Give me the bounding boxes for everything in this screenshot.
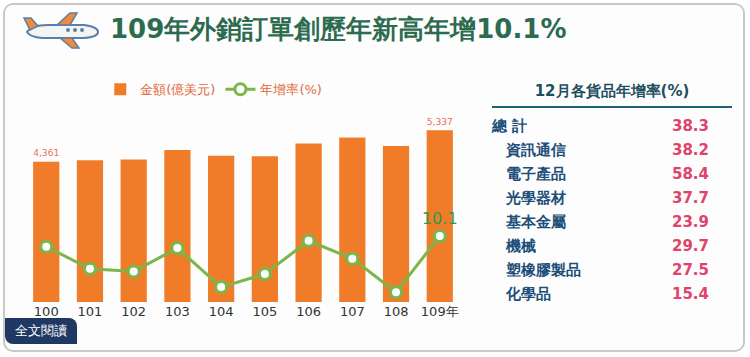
svg-text:108: 108 [384,304,409,319]
html-text:58.4: 58.4 [672,165,709,183]
html-text:全文閱讀: 全文閱讀 [15,323,67,338]
html-text:29.7: 29.7 [672,237,709,255]
svg-text:105: 105 [252,304,277,319]
svg-text:103: 103 [165,304,190,319]
html-text:38.3: 38.3 [672,117,709,135]
svg-text:金額(億美元): 金額(億美元) [140,82,215,97]
svg-text:4,361: 4,361 [33,147,59,158]
svg-text:100: 100 [34,304,59,319]
html-text:光學器材: 光學器材 [506,189,566,207]
html-text:37.7: 37.7 [672,189,709,207]
svg-text:101: 101 [78,304,103,319]
html-text:27.5: 27.5 [672,261,709,279]
svg-text:102: 102 [121,304,146,319]
html-text:15.4: 15.4 [672,285,709,303]
html-text:基本金屬: 基本金屬 [506,213,566,231]
svg-text:5,337: 5,337 [427,116,453,127]
html-text:12月各貨品年增率(%): 12月各貨品年增率(%) [534,82,690,100]
html-text:109年外銷訂單創歷年新高年增10.1%: 109年外銷訂單創歷年新高年增10.1% [110,14,567,44]
svg-text:109年: 109年 [421,304,459,319]
svg-text:104: 104 [209,304,234,319]
html-text:23.9: 23.9 [672,213,709,231]
html-text:38.2: 38.2 [672,141,709,159]
html-text:化學品: 化學品 [506,285,551,303]
html-text:總 計: 總 計 [492,117,528,135]
svg-text:107: 107 [340,304,365,319]
svg-text:年增率(%): 年增率(%) [260,82,322,97]
html-text:機械: 機械 [506,237,536,255]
html-text:電子產品: 電子產品 [506,165,566,183]
html-text:塑橡膠製品: 塑橡膠製品 [506,261,581,279]
html-text:資訊通信: 資訊通信 [506,141,566,159]
svg-text:106: 106 [296,304,321,319]
svg-text:10.1: 10.1 [422,209,458,228]
